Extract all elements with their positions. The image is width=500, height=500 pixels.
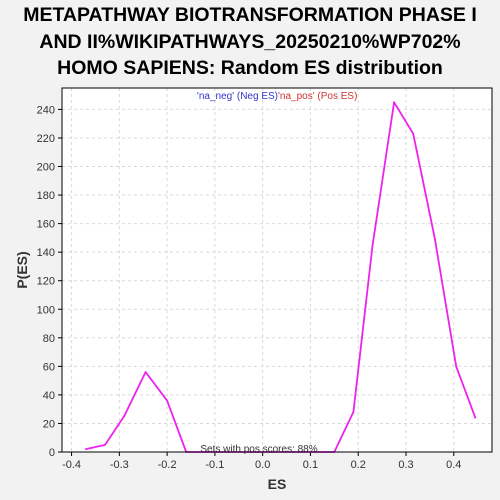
- chart-title: METAPATHWAY BIOTRANSFORMATION PHASE I AN…: [0, 2, 500, 82]
- grid: [62, 88, 492, 453]
- y-tick-label: 100: [37, 304, 55, 316]
- x-tick-label: 0.4: [446, 459, 461, 471]
- x-tick-label: -0.3: [110, 459, 129, 471]
- y-tick-label: 20: [43, 418, 55, 430]
- chart-title-line-1: METAPATHWAY BIOTRANSFORMATION PHASE I: [23, 4, 477, 26]
- x-tick-label: 0.0: [255, 459, 270, 471]
- y-tick-label: 60: [43, 361, 55, 373]
- y-tick-label: 0: [49, 447, 55, 459]
- chart-title-line-3: HOMO SAPIENS: Random ES distribution: [57, 57, 443, 79]
- y-tick-label: 80: [43, 333, 55, 345]
- data-point: [393, 101, 395, 104]
- data-point: [433, 236, 436, 239]
- pos-score-annotation: Sets with pos scores: 88%: [200, 444, 317, 455]
- chart-title-line-2: AND II%WIKIPATHWAYS_20250210%WP702%: [39, 30, 461, 53]
- x-tick-label: 0.3: [398, 459, 413, 471]
- y-tick-label: 240: [37, 104, 55, 116]
- y-tick-label: 40: [43, 390, 55, 402]
- data-point: [84, 448, 87, 451]
- x-tick-label: -0.1: [205, 459, 224, 471]
- y-tick-label: 180: [37, 190, 55, 202]
- y-tick-label: 200: [37, 162, 55, 174]
- data-point: [371, 244, 374, 246]
- x-tick-label: 0.2: [351, 459, 366, 471]
- x-tick-label: -0.4: [62, 459, 81, 471]
- plot-frame: [61, 87, 493, 453]
- y-axis-label: P(ES): [14, 251, 30, 288]
- data-point: [104, 443, 106, 446]
- data-point: [166, 399, 169, 402]
- plot-background: [62, 88, 492, 452]
- data-point: [352, 411, 355, 413]
- data-point: [474, 416, 477, 419]
- legend-entry-pos: 'na_pos' (Pos ES): [278, 91, 357, 102]
- data-point: [455, 365, 458, 368]
- y-tick-label: 220: [37, 133, 55, 145]
- data-point: [412, 132, 415, 135]
- y-tick-label: 140: [37, 247, 55, 259]
- legend-entry-neg: 'na_neg' (Neg ES): [197, 91, 278, 102]
- data-point: [123, 415, 126, 418]
- y-tick-label: 120: [37, 276, 55, 288]
- y-tick-label: 160: [37, 219, 55, 231]
- x-axis-label: ES: [268, 476, 287, 492]
- x-tick-label: -0.2: [158, 459, 177, 471]
- axes: 0 20 40 60 80 100 120 140 160 180 200 220 240 -0.4 -0.…: [37, 104, 462, 471]
- data-point: [144, 371, 147, 373]
- x-tick-label: 0.1: [303, 459, 318, 471]
